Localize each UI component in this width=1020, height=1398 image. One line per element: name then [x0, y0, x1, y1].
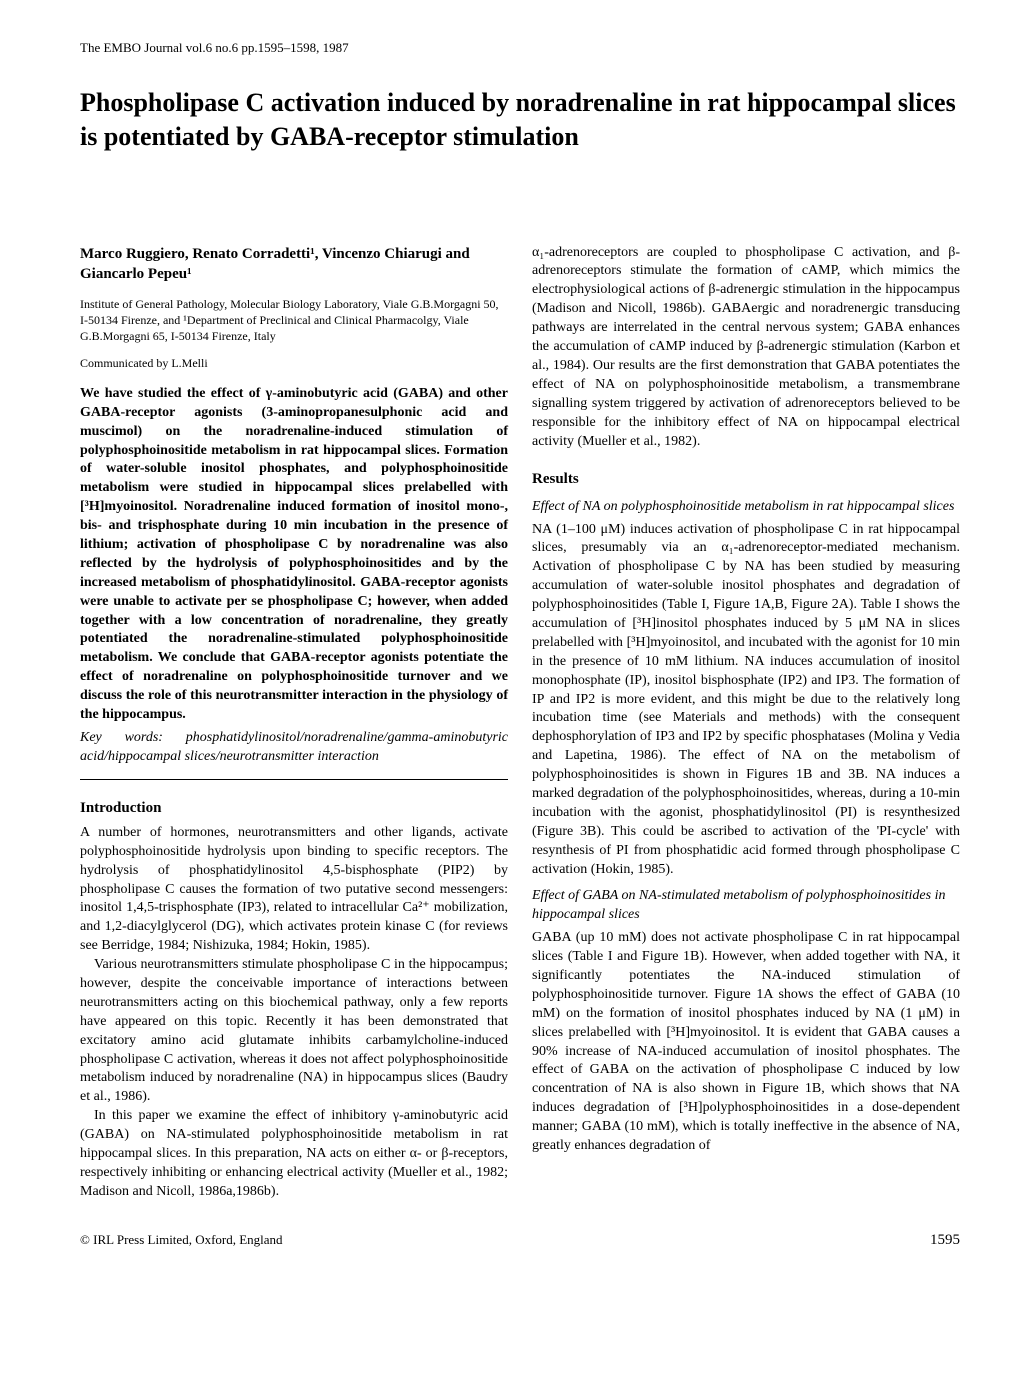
abstract: We have studied the effect of γ-aminobut… [80, 385, 508, 725]
results-heading: Results [532, 469, 960, 489]
results-subheading-2: Effect of GABA on NA-stimulated metaboli… [532, 887, 960, 925]
separator [80, 779, 508, 780]
intro-para-2: Various neurotransmitters stimulate phos… [80, 956, 508, 1107]
left-column: Marco Ruggiero, Renato Corradetti¹, Vinc… [80, 244, 508, 1202]
copyright: © IRL Press Limited, Oxford, England [80, 1232, 283, 1249]
intro-para-3: In this paper we examine the effect of i… [80, 1107, 508, 1201]
authors: Marco Ruggiero, Renato Corradetti¹, Vinc… [80, 244, 508, 285]
keywords-label: Key words: [80, 730, 163, 745]
col2-continuation: α₁-adrenoreceptors are coupled to phosph… [532, 244, 960, 452]
right-column: α₁-adrenoreceptors are coupled to phosph… [532, 244, 960, 1202]
running-head: The EMBO Journal vol.6 no.6 pp.1595–1598… [80, 40, 960, 56]
keywords: Key words: phosphatidylinositol/noradren… [80, 729, 508, 767]
article-title: Phospholipase C activation induced by no… [80, 86, 960, 154]
introduction-heading: Introduction [80, 798, 508, 818]
results-para-1: NA (1–100 μM) induces activation of phos… [532, 521, 960, 880]
results-subheading-1: Effect of NA on polyphosphoinositide met… [532, 498, 960, 517]
results-para-2: GABA (up 10 mM) does not activate phosph… [532, 929, 960, 1156]
page-number: 1595 [930, 1232, 960, 1249]
communicated-by: Communicated by L.Melli [80, 355, 508, 371]
affiliation: Institute of General Pathology, Molecula… [80, 296, 508, 345]
intro-para-1: A number of hormones, neurotransmitters … [80, 824, 508, 956]
